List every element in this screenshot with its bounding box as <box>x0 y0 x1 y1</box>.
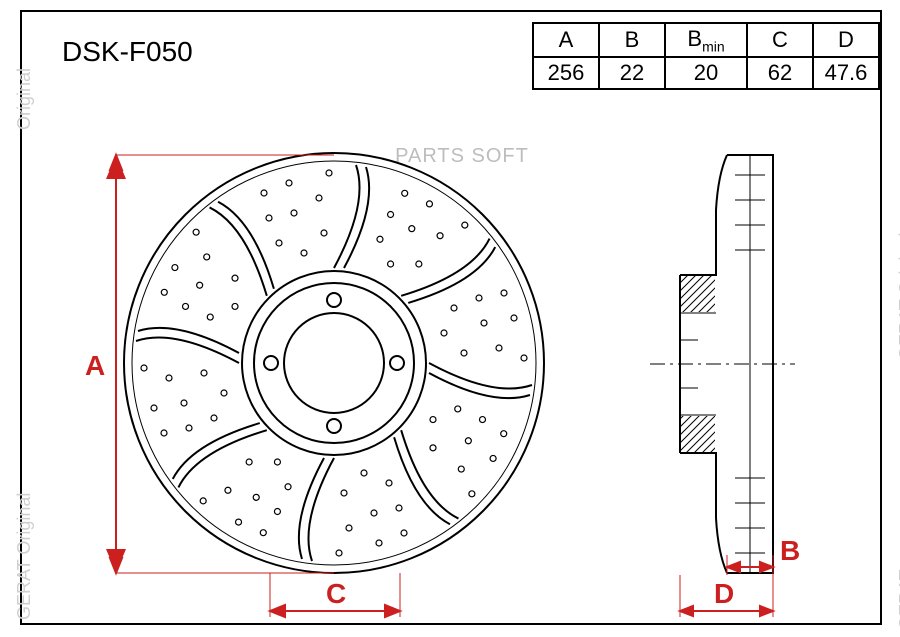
dim-label-D: D <box>714 578 734 610</box>
drawing-svg <box>0 0 900 637</box>
dim-A-line <box>110 155 334 573</box>
dim-label-C: C <box>326 578 346 610</box>
slots <box>136 165 532 561</box>
front-view <box>124 153 544 573</box>
side-view <box>650 155 795 573</box>
dim-label-B: B <box>780 535 800 567</box>
drill-holes <box>141 170 527 556</box>
dim-label-A: A <box>85 350 105 382</box>
